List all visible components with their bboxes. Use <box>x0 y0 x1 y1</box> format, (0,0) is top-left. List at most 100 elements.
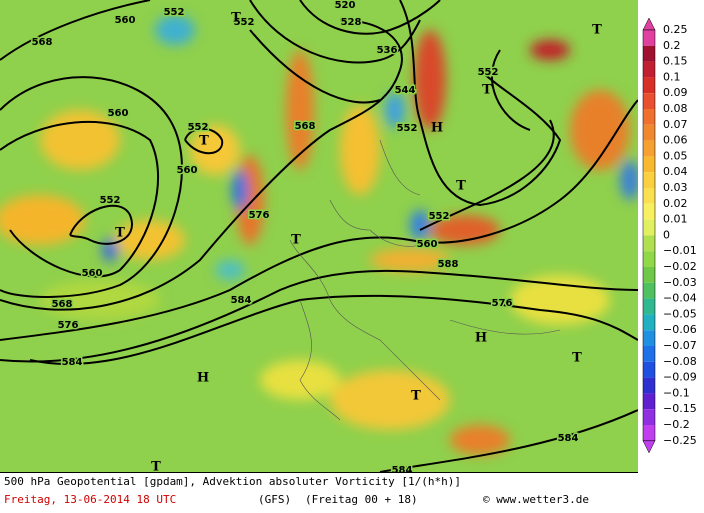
legend-label: 0.15 <box>663 55 688 68</box>
map-border <box>0 472 638 473</box>
contour-label: 584 <box>558 433 579 444</box>
legend-label: 0.06 <box>663 134 688 147</box>
pressure-center: T <box>572 351 582 366</box>
contour-label: 520 <box>335 0 356 11</box>
legend-swatch <box>643 172 655 188</box>
legend-swatch <box>643 156 655 173</box>
legend-label: −0.15 <box>663 402 697 415</box>
legend-label: −0.2 <box>663 418 690 431</box>
legend-label: −0.08 <box>663 355 697 368</box>
contour-label: 552 <box>429 211 450 222</box>
legend-label: −0.06 <box>663 323 697 336</box>
legend-swatch <box>643 298 655 315</box>
legend-label: 0.1 <box>663 70 681 83</box>
contour-label: 560 <box>177 165 198 176</box>
legend-swatch <box>643 109 655 125</box>
legend-swatch <box>643 361 655 378</box>
pressure-center: T <box>115 226 125 241</box>
legend-swatch <box>643 45 655 62</box>
legend-label: −0.09 <box>663 371 697 384</box>
map: 5525525605685285365205445525525525605605… <box>0 0 638 476</box>
legend-label: −0.04 <box>663 292 697 305</box>
contour-label: 576 <box>58 320 79 331</box>
pressure-center: H <box>431 121 443 136</box>
contour-label: 560 <box>417 239 438 250</box>
contour-label: 560 <box>82 268 103 279</box>
footer-copyright: © www.wetter3.de <box>483 493 589 506</box>
legend-arrow-bottom <box>642 440 656 454</box>
legend-swatch <box>643 235 655 252</box>
legend-swatch <box>643 188 655 204</box>
legend-label: −0.03 <box>663 276 697 289</box>
legend-swatch <box>643 61 655 78</box>
contour-label: 576 <box>492 298 513 309</box>
legend-swatch <box>643 282 655 299</box>
legend-label: 0 <box>663 228 670 241</box>
legend-label: −0.25 <box>663 434 697 447</box>
legend-label: −0.01 <box>663 244 697 257</box>
legend-label: 0.07 <box>663 118 688 131</box>
legend-swatch <box>643 425 655 441</box>
legend-label: 0.25 <box>663 23 688 36</box>
pressure-center: T <box>231 11 241 26</box>
legend-swatch <box>643 393 655 410</box>
contour-label: 536 <box>377 45 398 56</box>
contour-label: 552 <box>478 67 499 78</box>
geopotential-contours <box>0 0 638 472</box>
legend-swatch <box>643 140 655 157</box>
contour-label: 552 <box>100 195 121 206</box>
pressure-center: T <box>482 83 492 98</box>
legend-swatch <box>643 267 655 283</box>
legend-swatch <box>643 30 655 46</box>
contour-label: 552 <box>234 17 255 28</box>
legend-swatch <box>643 251 655 267</box>
legend-label: 0.02 <box>663 197 688 210</box>
map-background <box>0 0 638 472</box>
contour-label: 568 <box>295 121 316 132</box>
legend-label: 0.03 <box>663 181 688 194</box>
footer-description: 500 hPa Geopotential [gpdam], Advektion … <box>4 475 461 488</box>
legend-label: 0.05 <box>663 149 688 162</box>
legend-label: 0.2 <box>663 39 681 52</box>
footer-date: Freitag, 13-06-2014 18 UTC <box>4 493 176 506</box>
contour-label: 552 <box>397 123 418 134</box>
contour-label: 568 <box>52 299 73 310</box>
legend-label: 0.04 <box>663 165 688 178</box>
footer-run: (Freitag 00 + 18) <box>305 493 418 506</box>
legend-swatch <box>643 124 655 141</box>
contour-label: 584 <box>62 357 83 368</box>
coastlines <box>289 139 561 421</box>
pressure-center: T <box>291 233 301 248</box>
legend-swatch <box>643 314 655 331</box>
legend-swatch <box>643 77 655 94</box>
legend-label: −0.1 <box>663 386 690 399</box>
pressure-center: T <box>456 179 466 194</box>
legend-label: 0.08 <box>663 102 688 115</box>
contour-label: 528 <box>341 17 362 28</box>
legend-label: −0.02 <box>663 260 697 273</box>
pressure-center: H <box>475 331 487 346</box>
footer-model: (GFS) <box>258 493 291 506</box>
contour-label: 560 <box>115 15 136 26</box>
pressure-center: T <box>151 460 161 475</box>
pressure-center: T <box>411 389 421 404</box>
legend-border <box>642 29 656 442</box>
pressure-center: T <box>592 23 602 38</box>
contour-label: 568 <box>32 37 53 48</box>
legend-label: −0.05 <box>663 307 697 320</box>
contour-label: 584 <box>231 295 252 306</box>
pressure-center: T <box>199 134 209 149</box>
legend-swatch <box>643 409 655 425</box>
contour-label: 588 <box>438 259 459 270</box>
vorticity-field <box>0 15 638 455</box>
legend-swatch <box>643 219 655 236</box>
legend-swatch <box>643 93 655 109</box>
contour-label: 552 <box>164 7 185 18</box>
pressure-center: H <box>197 371 209 386</box>
legend-label: 0.09 <box>663 86 688 99</box>
legend-swatch <box>643 330 655 346</box>
contour-label: 584 <box>392 465 413 476</box>
contour-label: 544 <box>395 85 416 96</box>
contour-label: 552 <box>188 122 209 133</box>
